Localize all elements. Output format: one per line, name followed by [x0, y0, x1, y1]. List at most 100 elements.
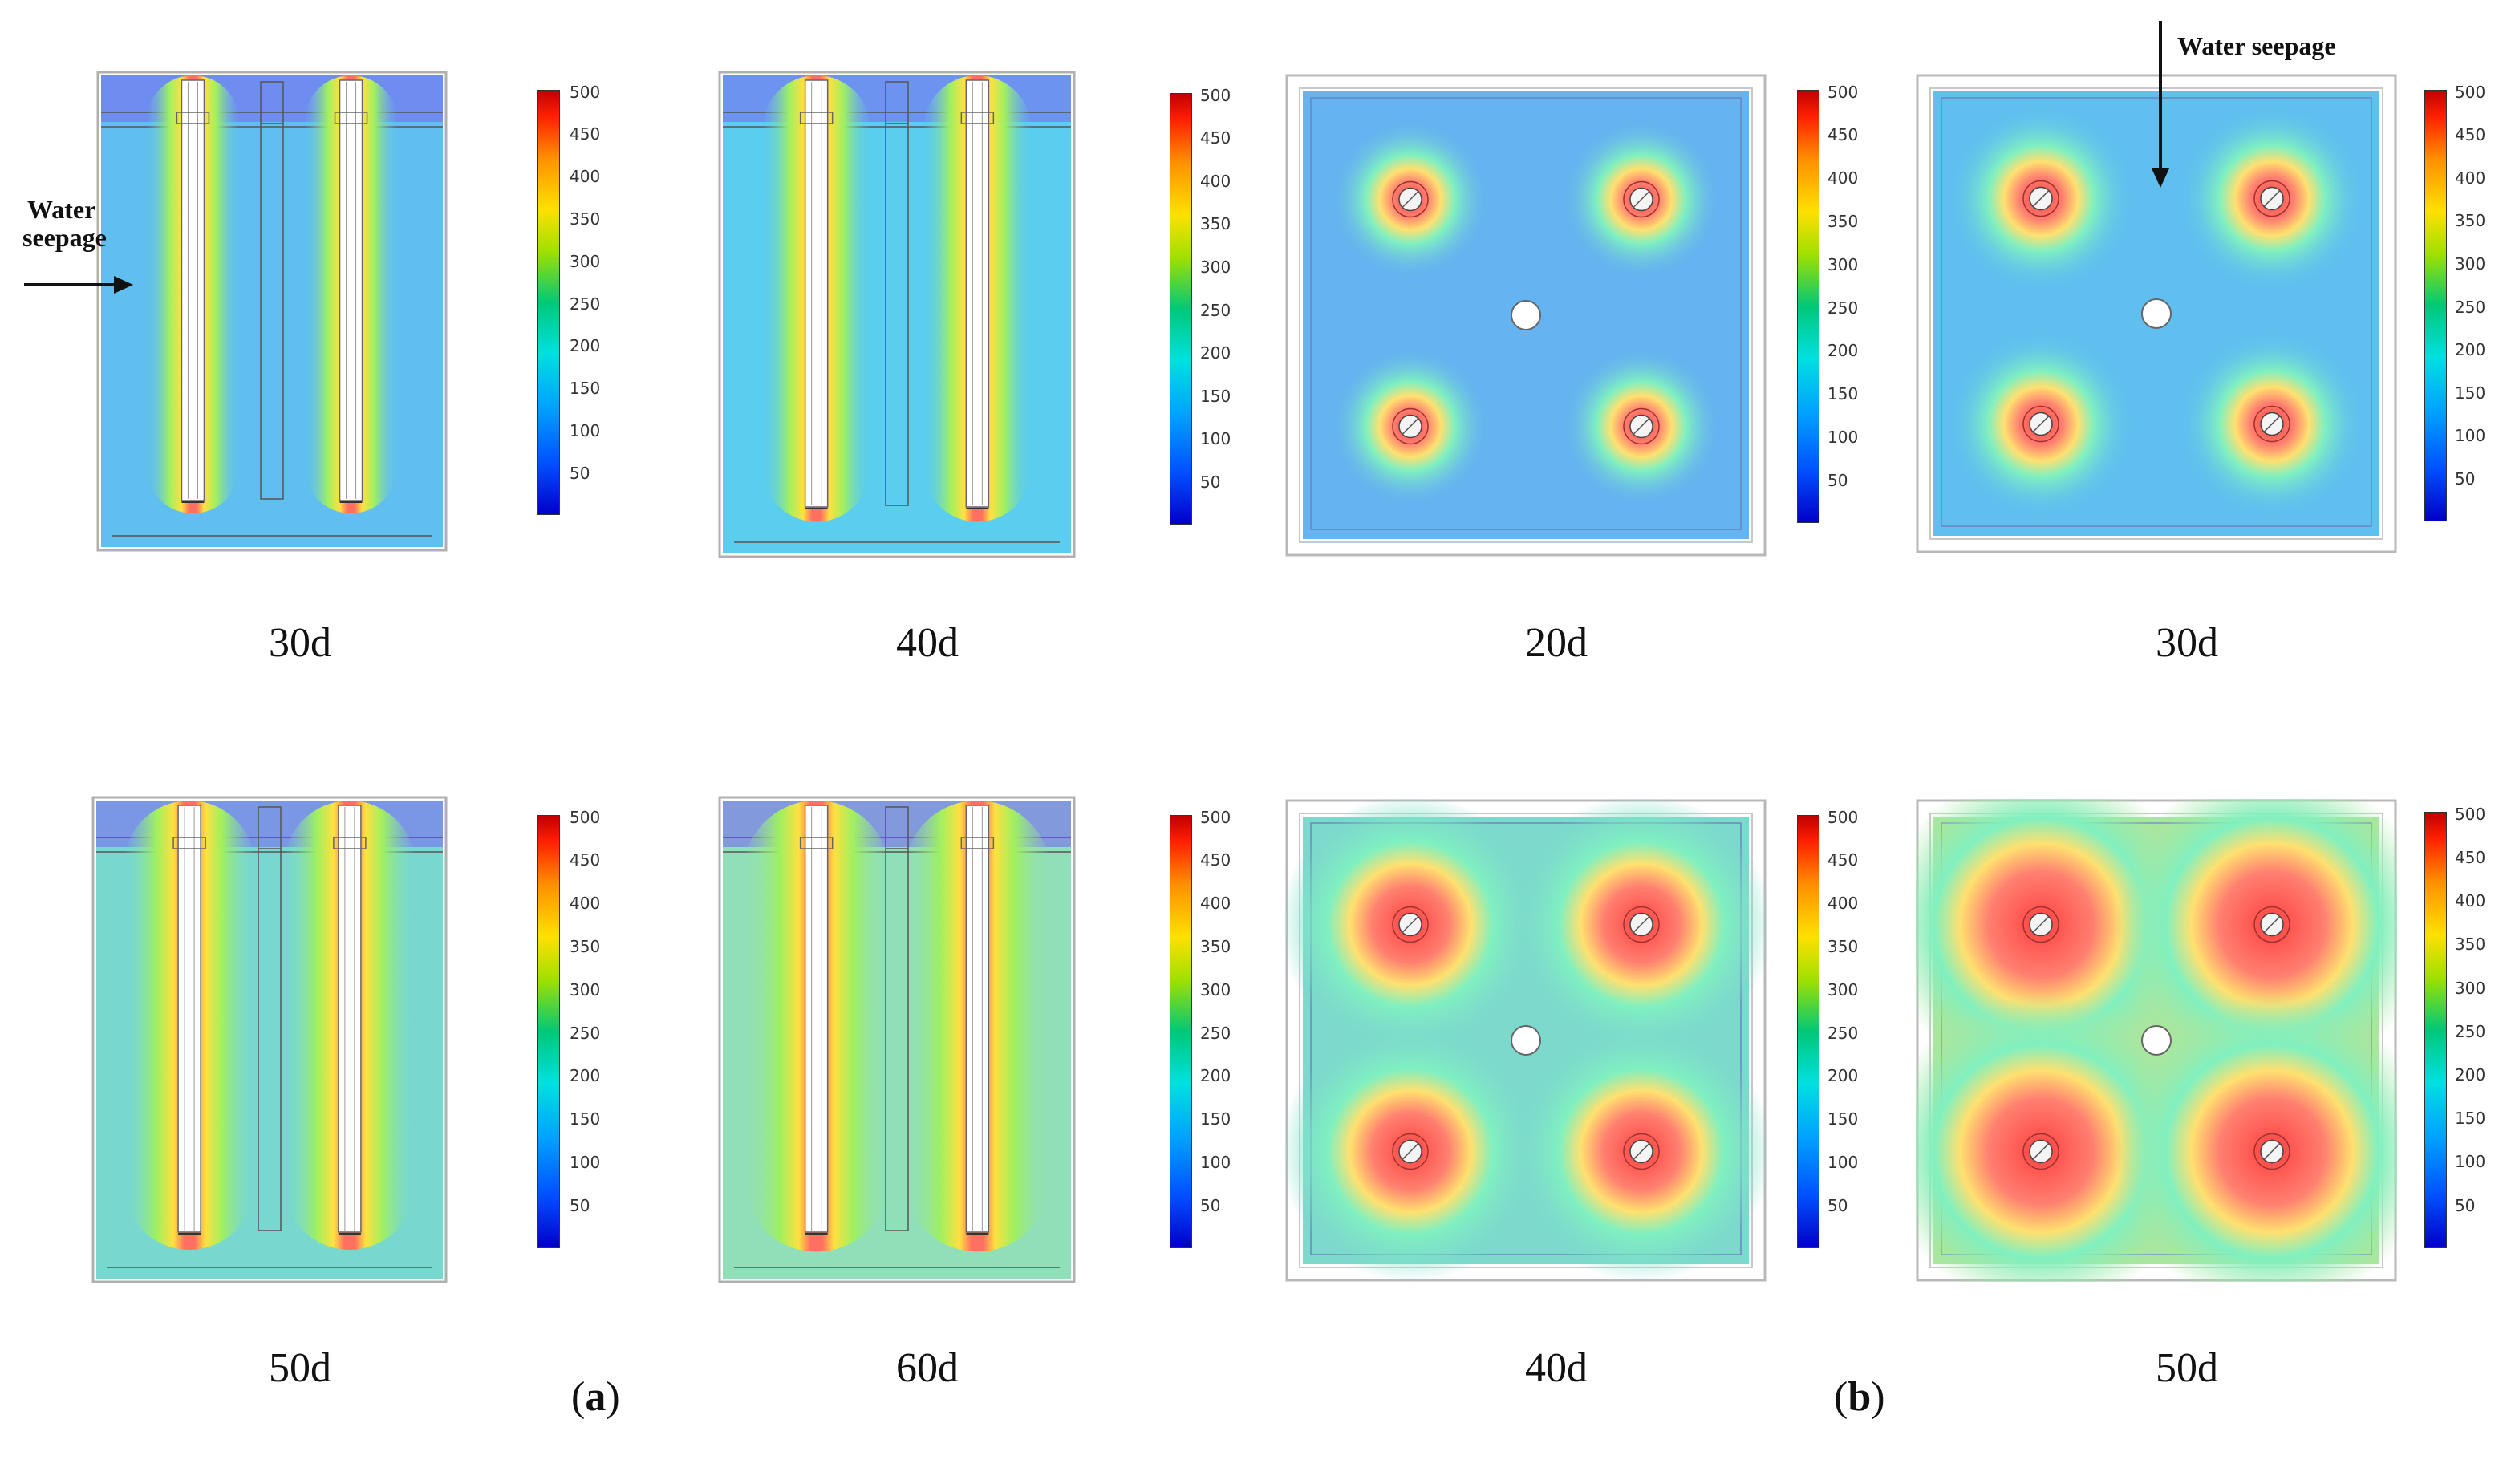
top-view-plot [1916, 74, 2397, 553]
top-view-plot [1285, 799, 1767, 1282]
colorbar-tick-label: 300 [1200, 979, 1231, 999]
colorbar-tick-label: 50 [1200, 1195, 1221, 1215]
colorbar-tick-label: 50 [570, 1195, 590, 1215]
colorbar-tick-label: 450 [2455, 847, 2486, 867]
colorbar-tick-label: 150 [1827, 1109, 1859, 1129]
colorbar-tick-label: 250 [570, 1023, 601, 1043]
colorbar-tick-label: 350 [2455, 211, 2486, 231]
center-pipe [1511, 1025, 1541, 1056]
heat-pipe [339, 79, 363, 501]
heat-pipe [965, 805, 990, 1233]
colorbar-tick-label: 150 [1827, 384, 1859, 404]
colorbar-tick-label: 200 [2455, 1064, 2486, 1085]
water-seepage-label-top: Water seepage [2177, 31, 2336, 60]
colorbar-tick-label: 250 [1827, 1023, 1859, 1043]
seepage-arrow-down-icon [2152, 21, 2169, 188]
colorbar-tick-label: 350 [1827, 212, 1859, 232]
colorbar-tick-label: 100 [1200, 429, 1231, 449]
colorbar-tick-label: 200 [570, 1066, 601, 1086]
colorbar [1170, 93, 1192, 525]
colorbar-tick-label: 450 [1827, 850, 1859, 870]
colorbar-tick-label: 500 [570, 807, 601, 827]
center-pipe [1511, 300, 1541, 330]
heat-pipe [965, 79, 990, 508]
colorbar-tick-label: 450 [1827, 125, 1859, 145]
panel-caption: 30d [269, 620, 331, 666]
side-view-plot [718, 796, 1076, 1283]
colorbar-tick-label: 50 [1827, 470, 1848, 490]
colorbar-tick-label: 250 [1200, 1023, 1231, 1043]
subfigure-label-a: (a) [571, 1374, 620, 1420]
subfigure-letter: a [585, 1374, 606, 1420]
colorbar-tick-label: 300 [1200, 257, 1231, 278]
panel-side-50d [91, 796, 448, 1283]
colorbar-ticks: 500 450 400 350 300 250 200 150 100 50 [1200, 808, 1248, 1247]
colorbar-ticks: 500 450 400 350 300 250 200 150 100 50 [570, 83, 618, 513]
colorbar [537, 90, 560, 515]
colorbar-tick-label: 500 [1827, 82, 1859, 102]
colorbar-tick-label: 150 [2455, 383, 2486, 403]
heat-pipe [177, 805, 201, 1233]
colorbar-tick-label: 350 [570, 209, 601, 229]
colorbar-tick-label: 500 [570, 82, 601, 102]
panel-top-20d [1285, 74, 1767, 557]
panel-caption: 50d [269, 1345, 331, 1391]
colorbar-tick-label: 500 [1827, 807, 1859, 827]
side-view-plot [91, 796, 448, 1283]
colorbar-tick-label: 150 [2455, 1109, 2486, 1129]
colorbar-tick-label: 300 [2455, 978, 2486, 998]
colorbar-tick-label: 50 [1200, 472, 1221, 493]
colorbar-tick-label: 400 [2455, 168, 2486, 188]
colorbar-tick-label: 300 [1827, 979, 1859, 999]
panel-top-50d [1916, 799, 2397, 1282]
colorbar-tick-label: 200 [570, 336, 601, 356]
colorbar-tick-label: 100 [2455, 426, 2486, 446]
colorbar-tick-label: 150 [570, 379, 601, 399]
top-view-plot [1916, 799, 2397, 1282]
colorbar-tick-label: 350 [1827, 937, 1859, 957]
colorbar-tick-label: 300 [2455, 254, 2486, 274]
colorbar-tick-label: 250 [570, 294, 601, 314]
panel-caption: 40d [1525, 1345, 1588, 1391]
heat-pipe [804, 79, 829, 508]
water-seepage-line2: seepage [22, 223, 107, 253]
heat-pipe [181, 79, 205, 501]
colorbar-tick-label: 150 [1200, 1109, 1231, 1129]
colorbar-tick-label: 300 [1827, 254, 1859, 274]
colorbar-tick-label: 200 [1200, 343, 1231, 363]
colorbar-ticks: 500 450 400 350 300 250 200 150 100 50 [1200, 86, 1248, 523]
subfigure-label-b: (b) [1834, 1374, 1885, 1420]
colorbar-tick-label: 200 [1200, 1066, 1231, 1086]
colorbar-tick-label: 450 [570, 850, 601, 870]
colorbar-tick-label: 450 [2455, 125, 2486, 145]
colorbar-tick-label: 400 [570, 894, 601, 914]
colorbar-ticks: 500 450 400 350 300 250 200 150 100 50 [1827, 83, 1876, 521]
side-view-plot [96, 71, 448, 552]
colorbar-ticks: 500 450 400 350 300 250 200 150 100 50 [1827, 808, 1876, 1247]
colorbar-tick-label: 100 [570, 1153, 601, 1173]
colorbar-tick-label: 250 [2455, 1021, 2486, 1041]
colorbar-ticks: 500 450 400 350 300 250 200 150 100 50 [2455, 805, 2503, 1247]
colorbar-tick-label: 400 [2455, 891, 2486, 911]
heat-pipe [338, 805, 362, 1233]
seepage-arrow-right-icon [24, 276, 133, 294]
colorbar-tick-label: 450 [570, 124, 601, 144]
subfigure-letter: b [1848, 1374, 1872, 1420]
colorbar-tick-label: 50 [2455, 1195, 2476, 1215]
colorbar-tick-label: 300 [570, 979, 601, 999]
colorbar-tick-label: 200 [2455, 340, 2486, 360]
colorbar [1797, 815, 1819, 1248]
center-pipe [258, 806, 282, 1231]
colorbar-tick-label: 350 [1200, 937, 1231, 957]
heat-pipe [804, 805, 829, 1233]
colorbar-tick-label: 450 [1200, 128, 1231, 148]
center-pipe [885, 81, 909, 506]
colorbar-tick-label: 250 [1200, 300, 1231, 320]
center-pipe [2141, 1025, 2172, 1056]
colorbar-tick-label: 100 [1827, 428, 1859, 448]
colorbar-tick-label: 200 [1827, 341, 1859, 361]
colorbar-tick-label: 400 [1827, 168, 1859, 189]
colorbar-tick-label: 250 [2455, 297, 2486, 317]
top-view-plot [1285, 74, 1767, 557]
side-view-plot [718, 71, 1076, 558]
